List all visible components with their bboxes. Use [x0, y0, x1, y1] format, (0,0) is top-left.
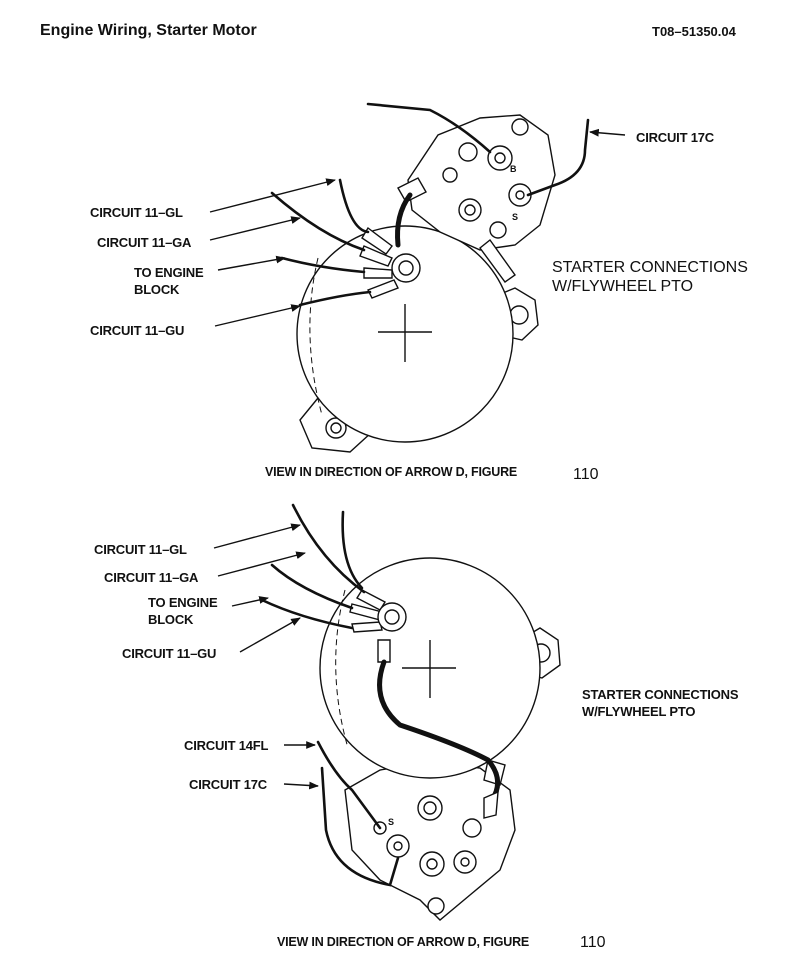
top-wire-11ga — [270, 191, 366, 252]
bottom-terminal-s-letter: S — [388, 817, 394, 827]
bottom-leader-11gu — [239, 617, 301, 653]
bottom-solenoid-housing — [344, 761, 516, 921]
top-flange-bolt-hole — [330, 422, 342, 434]
bottom-terminal-s-nut — [393, 841, 403, 851]
top-wire-engine-block — [280, 256, 366, 274]
top-solenoid-bracket — [479, 238, 516, 283]
bottom-wire-11gl-b — [341, 510, 364, 590]
bottom-wire-11ga — [270, 563, 354, 610]
bottom-housing-seam — [335, 589, 349, 749]
bottom-ring-lug — [377, 639, 391, 663]
document-number: T08–51350.04 — [652, 24, 736, 39]
top-wire-11gl — [338, 178, 370, 234]
bottom-terminal — [462, 818, 482, 838]
top-wire-17c — [526, 118, 590, 197]
bottom-label-block: BLOCK — [148, 612, 194, 627]
top-ring-lug — [367, 279, 399, 299]
top-terminal-stud-nut — [398, 260, 414, 276]
top-ring-lug — [363, 267, 393, 279]
top-solenoid-stud — [442, 167, 458, 183]
bottom-caption: VIEW IN DIRECTION OF ARROW D, FIGURE — [277, 935, 529, 949]
top-wire-11gu — [298, 290, 372, 307]
bottom-wire-17c — [320, 766, 400, 887]
bottom-label-circuit-11gu: CIRCUIT 11–GU — [122, 646, 216, 661]
bottom-label-circuit-11ga: CIRCUIT 11–GA — [104, 570, 199, 585]
bottom-starter-diagram: S — [213, 503, 561, 921]
top-ring-lug — [359, 245, 393, 267]
top-solenoid-bolt — [464, 204, 476, 216]
top-label-block: BLOCK — [134, 282, 180, 297]
bottom-label-to-engine: TO ENGINE — [148, 595, 218, 610]
bottom-ring-lug — [351, 621, 383, 633]
top-label-circuit-11gu: CIRCUIT 11–GU — [90, 323, 184, 338]
top-terminal-b-letter: B — [510, 164, 517, 174]
bottom-note-line-2: W/FLYWHEEL PTO — [582, 704, 695, 719]
top-wire-b-feed — [366, 102, 492, 154]
top-leader-11gl — [209, 178, 336, 213]
top-ring-lug — [361, 226, 393, 255]
bottom-terminal-stud-nut — [384, 609, 400, 625]
bottom-wire-14fl — [316, 740, 382, 830]
bottom-label-circuit-11gl: CIRCUIT 11–GL — [94, 542, 187, 557]
top-label-to-engine: TO ENGINE — [134, 265, 204, 280]
bottom-leader-17c — [283, 781, 319, 790]
bottom-note-line-1: STARTER CONNECTIONS — [582, 687, 739, 702]
top-solenoid-housing — [407, 114, 556, 251]
bottom-label-circuit-17c: CIRCUIT 17C — [189, 777, 268, 792]
top-leader-17c — [589, 128, 626, 137]
bottom-solenoid-bolt — [426, 858, 438, 870]
top-terminal-s-letter: S — [512, 212, 518, 222]
top-starter-cable — [395, 192, 413, 248]
bottom-solenoid-bolt — [427, 897, 445, 915]
top-terminal-s-nut — [515, 190, 525, 200]
bottom-wire-engine-block — [260, 598, 354, 630]
bottom-solenoid-bolt — [423, 801, 437, 815]
top-label-circuit-11ga: CIRCUIT 11–GA — [97, 235, 192, 250]
page-title: Engine Wiring, Starter Motor — [40, 22, 257, 39]
bottom-ring-lug — [483, 790, 499, 819]
top-caption-figure: 110 — [573, 466, 599, 483]
bottom-leader-11gl — [213, 523, 301, 549]
top-label-circuit-11gl: CIRCUIT 11–GL — [90, 205, 183, 220]
bottom-leader-11ga — [217, 551, 306, 577]
top-solenoid-bolt — [511, 118, 529, 136]
top-starter-diagram: B S — [209, 102, 626, 453]
top-leader-engine-block — [217, 255, 286, 271]
top-terminal-b-nut — [494, 152, 506, 164]
top-solenoid-bolt — [489, 221, 507, 239]
top-ring-lug — [397, 177, 427, 203]
top-leader-11gu — [214, 304, 301, 327]
top-solenoid-stud — [458, 142, 478, 162]
bottom-wire-11gl — [291, 503, 366, 594]
top-label-circuit-17c: CIRCUIT 17C — [636, 130, 715, 145]
bottom-starter-cable — [377, 659, 501, 803]
top-leader-11ga — [209, 216, 301, 241]
bottom-terminal-nut — [460, 857, 470, 867]
bottom-leader-engine-block — [231, 596, 269, 607]
top-caption: VIEW IN DIRECTION OF ARROW D, FIGURE — [265, 465, 517, 479]
top-note-line-2: W/FLYWHEEL PTO — [552, 278, 693, 295]
top-note-line-1: STARTER CONNECTIONS — [552, 259, 748, 276]
bottom-label-circuit-14fl: CIRCUIT 14FL — [184, 738, 269, 753]
bottom-caption-figure: 110 — [580, 934, 606, 951]
